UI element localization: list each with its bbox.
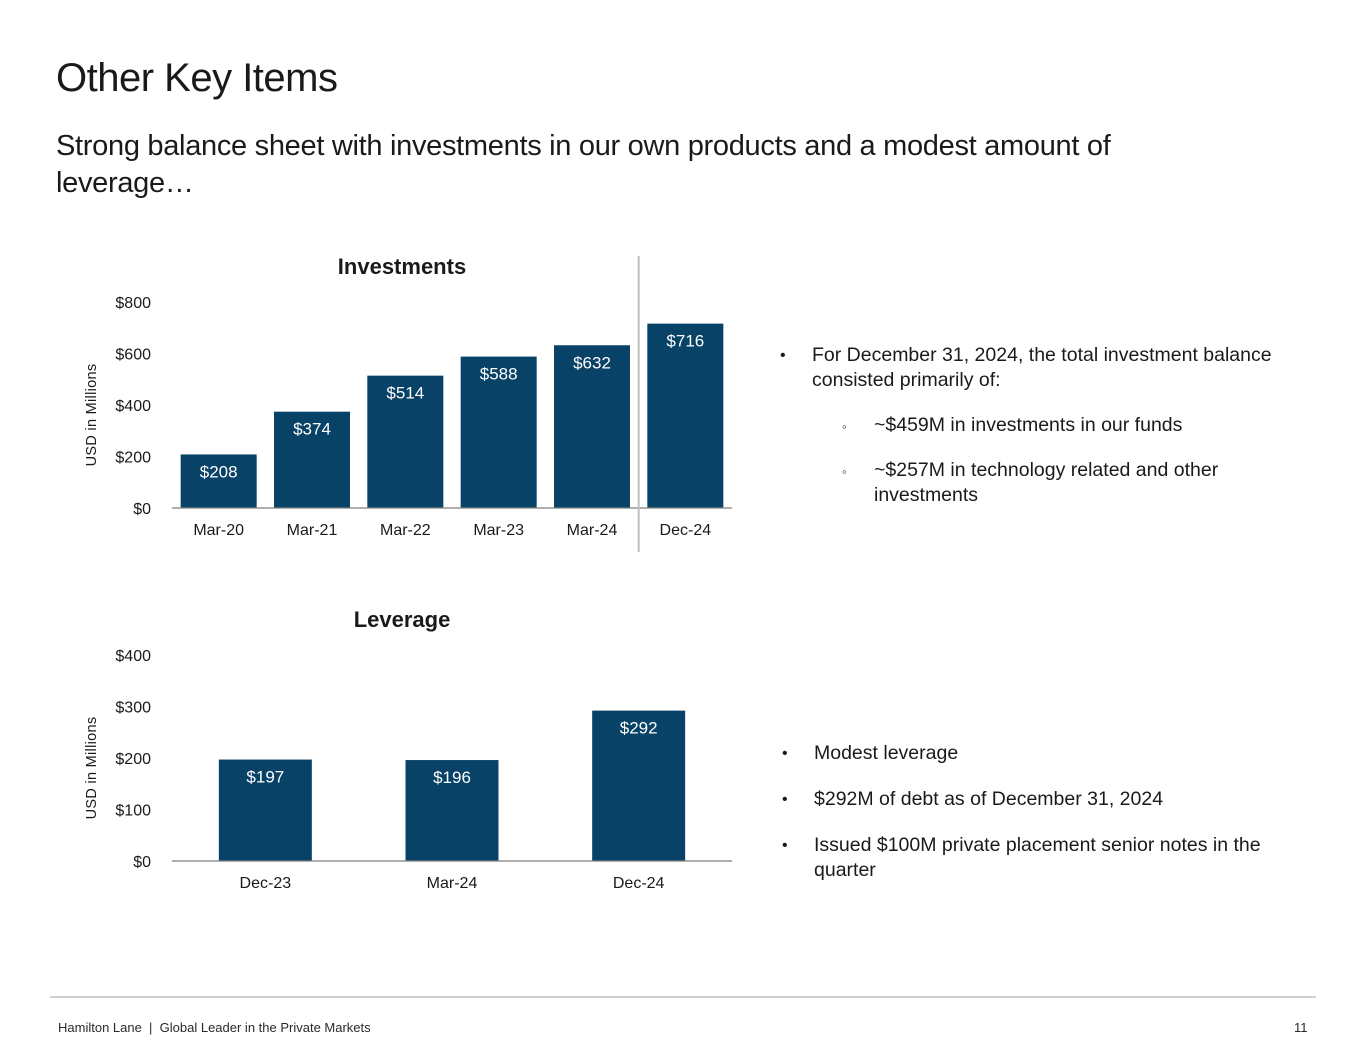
investments-note-main-text: For December 31, 2024, the total investm… [812,344,1272,391]
x-tick-label: Mar-24 [427,875,478,892]
y-tick-label: $600 [115,347,151,364]
sub-bullet-icon: ◦ [842,419,847,434]
bar-data-label: $514 [386,384,424,403]
leverage-chart: Leverage USD in Millions $0 $100 $200 $300 $40… [84,607,732,892]
x-tick-label: Mar-21 [287,522,338,539]
x-tick-label: Mar-23 [473,522,524,539]
x-tick-label: Dec-23 [240,875,292,892]
bar-data-label: $196 [433,768,471,787]
bar [180,454,257,508]
bar [405,760,499,861]
chart-title: Investments [338,254,466,279]
bar [218,759,312,861]
page-subtitle: Strong balance sheet with investments in… [56,130,1111,199]
bar-data-label: $208 [200,462,238,481]
bullet-icon: • [782,791,788,808]
bar-data-label: $374 [293,420,331,439]
investments-note-main: • For December 31, 2024, the total inves… [780,343,1300,393]
x-tick-label: Dec-24 [660,522,712,539]
bar-data-label: $292 [620,719,658,738]
bar [592,710,686,861]
investments-note-sub: ◦ ~$459M in investments in our funds [780,413,1300,438]
investments-notes: • For December 31, 2024, the total inves… [780,343,1300,508]
x-tick-label: Dec-24 [613,875,665,892]
y-tick-label: $300 [115,700,151,717]
bar [647,323,724,508]
footer-text: Hamilton Lane | Global Leader in the Pri… [58,1020,371,1035]
bar-data-label: $197 [246,768,284,787]
bar-data-label: $632 [573,353,611,372]
bar [367,375,444,508]
chart-title: Leverage [354,607,451,632]
y-tick-label: $0 [133,501,151,518]
leverage-note: • Modest leverage [780,741,1320,766]
bar-data-label: $588 [480,365,518,384]
bar [274,411,350,508]
y-axis-label: USD in Millions [84,364,100,467]
investments-chart: Investments USD in Millions $0 $200 $400 $600… [84,254,732,552]
leverage-notes: • Modest leverage • $292M of debt as of … [780,741,1320,904]
bullet-icon: • [782,745,788,762]
y-tick-label: $200 [115,450,151,467]
y-tick-label: $100 [115,803,151,820]
investments-note-sub-text: ~$459M in investments in our funds [874,414,1183,436]
bullet-icon: • [780,347,786,364]
leverage-note: • $292M of debt as of December 31, 2024 [780,787,1320,812]
y-tick-label: $400 [115,648,151,665]
x-tick-label: Mar-24 [567,522,618,539]
investments-note-sub: ◦ ~$257M in technology related and other… [780,458,1300,508]
leverage-note-text: Issued $100M private placement senior no… [814,834,1261,881]
y-tick-label: $200 [115,751,151,768]
bar [554,345,630,508]
sub-bullet-icon: ◦ [842,464,847,479]
page-number: 11 [1294,1020,1308,1035]
investments-note-sub-text: ~$257M in technology related and other i… [874,459,1219,506]
bar [460,356,537,508]
footer-divider [50,996,1316,998]
x-tick-label: Mar-20 [193,522,244,539]
leverage-note-text: Modest leverage [814,742,959,764]
y-axis-label: USD in Millions [84,717,100,820]
bullet-icon: • [782,837,788,854]
x-tick-label: Mar-22 [380,522,431,539]
page-title: Other Key Items [56,56,338,100]
y-tick-label: $0 [133,854,151,871]
y-tick-label: $400 [115,398,151,415]
bar-data-label: $716 [666,332,704,351]
leverage-note: • Issued $100M private placement senior … [780,833,1320,883]
leverage-note-text: $292M of debt as of December 31, 2024 [814,788,1164,810]
y-tick-label: $800 [115,295,151,312]
